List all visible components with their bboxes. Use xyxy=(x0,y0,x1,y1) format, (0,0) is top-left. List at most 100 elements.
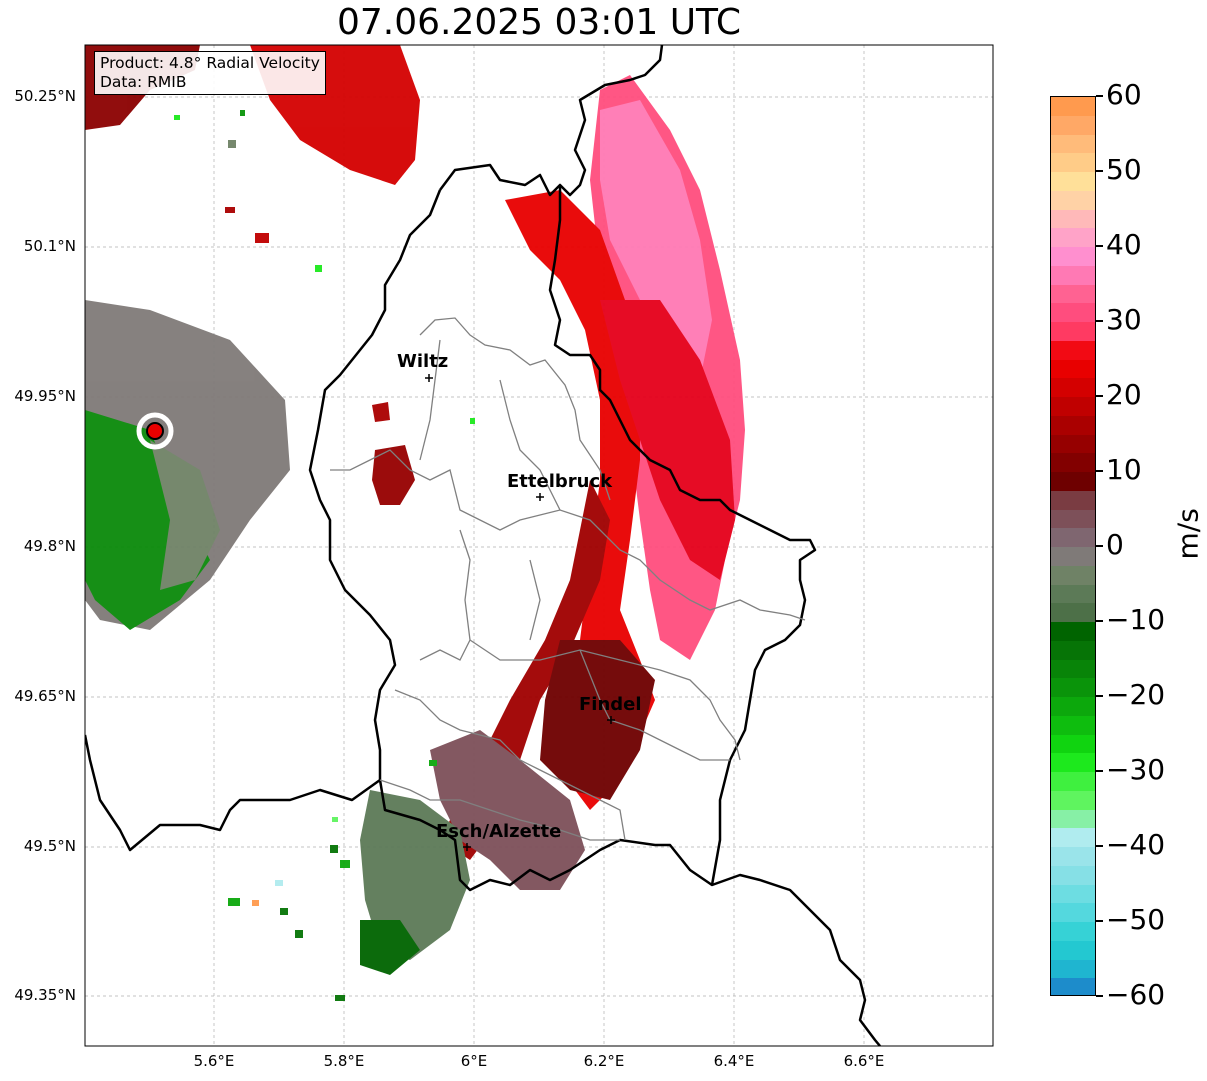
colorbar-tick-label: 60 xyxy=(1106,78,1142,111)
lat-tick-label: 50.25°N xyxy=(14,87,76,105)
colorbar-tick-label: −30 xyxy=(1106,753,1166,786)
colorbar-swatch xyxy=(1051,603,1095,622)
colorbar xyxy=(1050,96,1096,996)
colorbar-swatch xyxy=(1051,884,1095,904)
colorbar-swatch xyxy=(1051,734,1095,754)
city-markers xyxy=(425,374,615,851)
lat-tick-label: 49.65°N xyxy=(14,687,76,705)
colorbar-tick xyxy=(1096,545,1103,547)
city-marker-findel xyxy=(607,716,615,724)
colorbar-tick xyxy=(1096,995,1103,997)
colorbar-swatch xyxy=(1051,228,1095,247)
colorbar-tick xyxy=(1096,320,1103,322)
colorbar-swatch xyxy=(1051,715,1095,735)
colorbar-swatch xyxy=(1051,828,1095,847)
colorbar-tick-label: −10 xyxy=(1106,603,1166,636)
colorbar-swatch xyxy=(1051,397,1095,416)
city-marker-ettelbruck xyxy=(536,493,544,501)
colorbar-tick-label: −60 xyxy=(1106,978,1166,1011)
colorbar-tick-label: 50 xyxy=(1106,153,1142,186)
colorbar-tick-label: 20 xyxy=(1106,378,1142,411)
colorbar-swatch xyxy=(1051,622,1095,641)
map-title: 07.06.2025 03:01 UTC xyxy=(336,2,742,43)
colorbar-swatch xyxy=(1051,922,1095,941)
radar-echoes xyxy=(85,45,745,1001)
colorbar-tick xyxy=(1096,95,1103,97)
colorbar-swatch xyxy=(1051,153,1095,172)
lat-tick-label: 49.35°N xyxy=(14,986,76,1004)
colorbar-swatch xyxy=(1051,434,1095,454)
colorbar-swatch xyxy=(1051,209,1095,229)
colorbar-tick xyxy=(1096,245,1103,247)
colorbar-swatch xyxy=(1051,772,1095,791)
colorbar-tick-label: 30 xyxy=(1106,303,1142,336)
district-borders xyxy=(330,317,806,841)
colorbar-tick xyxy=(1096,845,1103,847)
city-label-findel: Findel xyxy=(579,694,642,715)
radar-site-marker xyxy=(146,422,164,440)
colorbar-swatch xyxy=(1051,978,1095,995)
colorbar-swatch xyxy=(1051,790,1095,810)
colorbar-swatch xyxy=(1051,959,1095,979)
colorbar-tick xyxy=(1096,170,1103,172)
colorbar-swatch xyxy=(1051,678,1095,697)
colorbar-swatch xyxy=(1051,903,1095,922)
lon-tick-label: 6.6°E xyxy=(843,1052,885,1070)
colorbar-swatch xyxy=(1051,265,1095,285)
colorbar-swatch xyxy=(1051,247,1095,266)
lon-tick-label: 6.2°E xyxy=(583,1052,625,1070)
colorbar-swatch xyxy=(1051,565,1095,585)
lat-tick-label: 49.8°N xyxy=(23,537,76,555)
colorbar-swatch xyxy=(1051,359,1095,379)
colorbar-swatch xyxy=(1051,659,1095,679)
city-label-ettelbruck: Ettelbruck xyxy=(507,471,613,492)
colorbar-swatch xyxy=(1051,134,1095,154)
colorbar-tick xyxy=(1096,620,1103,622)
colorbar-swatch xyxy=(1051,940,1095,960)
lon-tick-label: 5.6°E xyxy=(193,1052,235,1070)
colorbar-tick-label: −20 xyxy=(1106,678,1166,711)
colorbar-tick-label: −40 xyxy=(1106,828,1166,861)
colorbar-swatch xyxy=(1051,472,1095,491)
colorbar-swatch xyxy=(1051,340,1095,360)
colorbar-swatch xyxy=(1051,97,1095,116)
colorbar-tick-label: 10 xyxy=(1106,453,1142,486)
colorbar-swatch xyxy=(1051,509,1095,529)
colorbar-swatch xyxy=(1051,865,1095,885)
colorbar-swatch xyxy=(1051,378,1095,397)
colorbar-swatch xyxy=(1051,190,1095,210)
colorbar-tick xyxy=(1096,695,1103,697)
colorbar-swatch xyxy=(1051,284,1095,304)
product-label: Product: 4.8° Radial Velocity xyxy=(100,54,320,72)
colorbar-swatch xyxy=(1051,415,1095,435)
colorbar-tick xyxy=(1096,770,1103,772)
colorbar-unit-label: m/s xyxy=(1171,508,1205,560)
colorbar-tick xyxy=(1096,395,1103,397)
lon-tick-label: 5.8°E xyxy=(323,1052,365,1070)
city-label-wiltz: Wiltz xyxy=(397,351,449,372)
colorbar-swatch xyxy=(1051,115,1095,135)
colorbar-swatch xyxy=(1051,547,1095,566)
city-marker-wiltz xyxy=(425,374,433,382)
colorbar-tick-label: 40 xyxy=(1106,228,1142,261)
city-label-esch: Esch/Alzette xyxy=(436,821,562,842)
colorbar-swatch xyxy=(1051,322,1095,341)
product-info-box: Product: 4.8° Radial Velocity Data: RMIB xyxy=(94,51,326,95)
country-borders xyxy=(85,45,881,1046)
map-frame xyxy=(84,44,994,1047)
lat-tick-label: 49.5°N xyxy=(23,837,76,855)
colorbar-swatch xyxy=(1051,303,1095,322)
colorbar-swatch xyxy=(1051,172,1095,191)
colorbar-tick-label: 0 xyxy=(1106,528,1124,561)
lat-tick-label: 50.1°N xyxy=(23,237,76,255)
colorbar-swatch xyxy=(1051,847,1095,866)
colorbar-tick-label: −50 xyxy=(1106,903,1166,936)
city-marker-esch xyxy=(463,843,471,851)
colorbar-swatch xyxy=(1051,640,1095,660)
colorbar-tick xyxy=(1096,920,1103,922)
data-source-label: Data: RMIB xyxy=(100,73,187,91)
colorbar-swatch xyxy=(1051,490,1095,510)
colorbar-swatch xyxy=(1051,528,1095,547)
colorbar-swatch xyxy=(1051,753,1095,772)
